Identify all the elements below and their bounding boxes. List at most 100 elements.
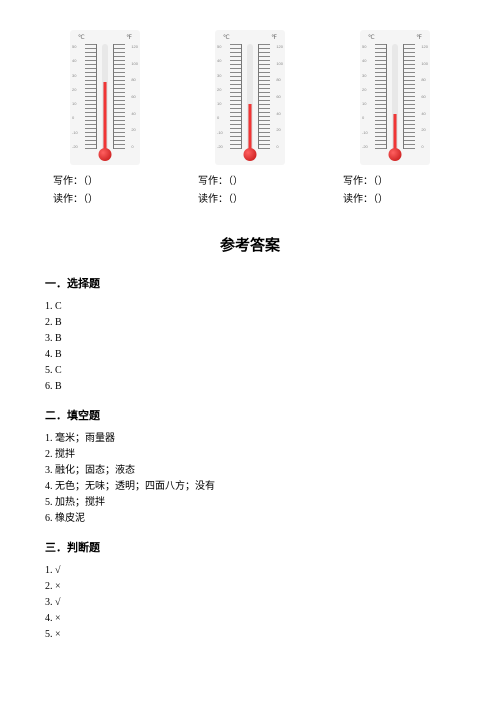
answer-list: 1. √2. ×3. √4. ×5. × [45, 563, 455, 643]
read-prefix: 读作：（ [198, 191, 233, 209]
answer-item: 4. 无色；无味；透明；四面八方；没有 [45, 479, 455, 495]
write-line: 写作：（ ） [198, 173, 310, 191]
scale-tick-c: -10 [217, 130, 223, 135]
thermometer-1: ℃ ℉ 50403020100-10-20 120100806040200 [45, 30, 165, 165]
scale-tick-c: 40 [217, 58, 223, 63]
ticks-left [85, 44, 97, 149]
label-group-3: 写作：（ ） 读作：（ ） [335, 173, 455, 209]
answer-item: 1. C [45, 299, 455, 315]
ticks-right [113, 44, 125, 149]
scale-tick-c: 20 [217, 87, 223, 92]
read-prefix: 读作：（ [53, 191, 88, 209]
answer-item: 2. × [45, 579, 455, 595]
mercury [394, 114, 397, 152]
answer-item: 5. × [45, 627, 455, 643]
answer-item: 2. 搅拌 [45, 447, 455, 463]
scale-tick-c: 10 [72, 101, 78, 106]
scale-c: 50403020100-10-20 [217, 44, 223, 149]
scale-tick-c: 40 [362, 58, 368, 63]
answer-item: 6. B [45, 379, 455, 395]
read-line: 读作：（ ） [343, 191, 455, 209]
answer-list: 1. C2. B3. B4. B5. C6. B [45, 299, 455, 395]
write-suffix: ） [233, 173, 243, 191]
scale-tick-c: -10 [362, 130, 368, 135]
bulb [244, 148, 257, 161]
section-heading: 三．判断题 [45, 539, 455, 555]
scale-c: 50403020100-10-20 [362, 44, 368, 149]
scale-tick-c: 0 [72, 115, 78, 120]
unit-f: ℉ [271, 34, 277, 41]
answer-item: 3. B [45, 331, 455, 347]
unit-f: ℉ [126, 34, 132, 41]
answer-item: 2. B [45, 315, 455, 331]
ticks-right [403, 44, 415, 149]
read-suffix: ） [378, 191, 388, 209]
bulb [99, 148, 112, 161]
scale-tick-f: 100 [131, 61, 138, 66]
scale-tick-c: 50 [217, 44, 223, 49]
scale-c: 50403020100-10-20 [72, 44, 78, 149]
answer-item: 4. × [45, 611, 455, 627]
section-heading: 二．填空题 [45, 407, 455, 423]
answer-item: 5. 加热；搅拌 [45, 495, 455, 511]
bulb [389, 148, 402, 161]
scale-tick-f: 120 [421, 44, 428, 49]
write-line: 写作：（ ） [53, 173, 165, 191]
unit-c: ℃ [368, 34, 375, 41]
scale-tick-c: 0 [362, 115, 368, 120]
scale-tick-f: 80 [131, 77, 138, 82]
write-suffix: ） [88, 173, 98, 191]
scale-tick-f: 60 [421, 94, 428, 99]
answers-body: 一．选择题1. C2. B3. B4. B5. C6. B二．填空题1. 毫米；… [45, 275, 455, 643]
write-prefix: 写作：（ [198, 173, 233, 191]
scale-tick-f: 20 [131, 127, 138, 132]
scale-tick-f: 20 [421, 127, 428, 132]
scale-tick-f: 120 [131, 44, 138, 49]
scale-tick-f: 0 [131, 144, 138, 149]
read-line: 读作：（ ） [198, 191, 310, 209]
scale-tick-f: 60 [276, 94, 283, 99]
answer-item: 6. 橡皮泥 [45, 511, 455, 527]
write-prefix: 写作：（ [53, 173, 88, 191]
answer-item: 5. C [45, 363, 455, 379]
unit-f: ℉ [416, 34, 422, 41]
scale-tick-f: 40 [131, 111, 138, 116]
scale-tick-c: 30 [72, 73, 78, 78]
scale-tick-f: 40 [276, 111, 283, 116]
answer-item: 3. 融化；固态；液态 [45, 463, 455, 479]
mercury [249, 104, 252, 152]
scale-tick-f: 100 [276, 61, 283, 66]
scale-tick-f: 0 [276, 144, 283, 149]
thermometer-graphic: ℃ ℉ 50403020100-10-20 120100806040200 [360, 30, 430, 165]
read-prefix: 读作：（ [343, 191, 378, 209]
scale-tick-c: 50 [362, 44, 368, 49]
labels-row: 写作：（ ） 读作：（ ） 写作：（ ） 读作：（ ） 写作：（ [45, 173, 455, 209]
answers-title: 参考答案 [45, 234, 455, 255]
label-group-1: 写作：（ ） 读作：（ ） [45, 173, 165, 209]
scale-tick-c: 10 [217, 101, 223, 106]
scale-tick-c: -10 [72, 130, 78, 135]
scale-tick-c: 30 [362, 73, 368, 78]
scale-tick-c: 20 [72, 87, 78, 92]
unit-c: ℃ [78, 34, 85, 41]
answer-item: 1. √ [45, 563, 455, 579]
read-suffix: ） [233, 191, 243, 209]
read-line: 读作：（ ） [53, 191, 165, 209]
scale-tick-f: 100 [421, 61, 428, 66]
read-suffix: ） [88, 191, 98, 209]
write-suffix: ） [378, 173, 388, 191]
ticks-left [230, 44, 242, 149]
scale-tick-f: 60 [131, 94, 138, 99]
answer-item: 4. B [45, 347, 455, 363]
scale-tick-c: 20 [362, 87, 368, 92]
scale-tick-f: 120 [276, 44, 283, 49]
thermometer-graphic: ℃ ℉ 50403020100-10-20 120100806040200 [70, 30, 140, 165]
thermometer-graphic: ℃ ℉ 50403020100-10-20 120100806040200 [215, 30, 285, 165]
scale-f: 120100806040200 [421, 44, 428, 149]
scale-f: 120 100 80 60 40 20 0 [131, 44, 138, 149]
scale-tick-c: 0 [217, 115, 223, 120]
scale-tick-c: 30 [217, 73, 223, 78]
scale-tick-c: -20 [72, 144, 78, 149]
scale-tick-f: 40 [421, 111, 428, 116]
scale-tick-c: 50 [72, 44, 78, 49]
